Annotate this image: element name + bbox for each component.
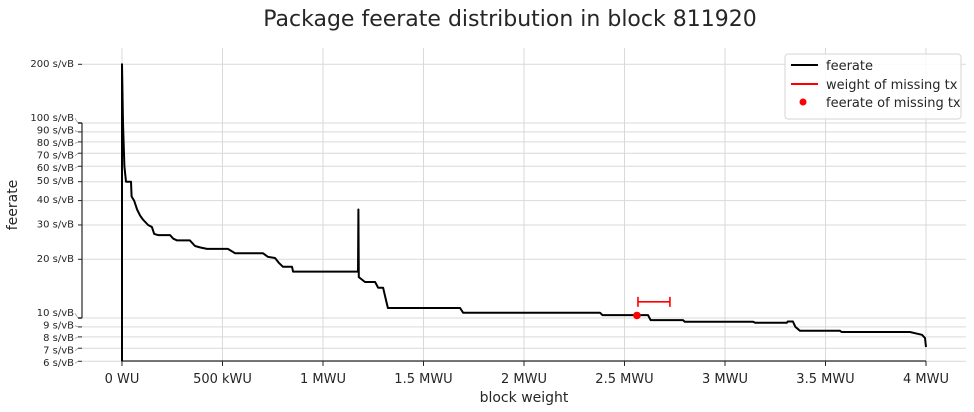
y-tick-label: 9 s/vB [43, 320, 74, 331]
legend-dot-swatch [799, 98, 807, 106]
y-tick-label: 50 s/vB [37, 176, 74, 187]
y-tick-label: 100 s/vB [30, 113, 74, 124]
y-tick-leader [74, 360, 79, 364]
y-tick-label: 80 s/vB [37, 138, 74, 149]
y-tick-leader [74, 165, 79, 169]
y-tick-label: 70 s/vB [37, 150, 74, 161]
y-tick-leader [74, 141, 79, 144]
y-tick-label: 10 s/vB [37, 308, 74, 319]
legend-dot-label: feerate of missing tx [826, 96, 961, 111]
y-tick-leader [74, 347, 79, 352]
x-tick-label: 3 MWU [702, 372, 748, 387]
x-tick-label: 1 MWU [300, 372, 346, 387]
x-tick-label: 1.5 MWU [394, 372, 452, 387]
x-tick-label: 4 MWU [903, 372, 949, 387]
y-tick-label: 40 s/vB [37, 195, 74, 206]
y-tick-label: 6 s/vB [43, 358, 74, 369]
y-tick-leader [74, 118, 79, 124]
y-tick-label: 8 s/vB [43, 333, 74, 344]
y-tick-label: 200 s/vB [30, 59, 74, 70]
x-tick-label: 0 WU [105, 372, 140, 387]
x-tick-label: 3.5 MWU [796, 372, 854, 387]
y-tick-label: 30 s/vB [37, 219, 74, 230]
legend-feerate-label: feerate [826, 59, 873, 74]
chart-title: Package feerate distribution in block 81… [263, 7, 756, 32]
y-tick-leader [74, 130, 79, 133]
x-tick-label: 2 MWU [501, 372, 547, 387]
data-marks [121, 63, 927, 362]
y-tick-leader [74, 325, 79, 328]
y-axis-label: feerate [5, 180, 21, 231]
feerate-line [121, 63, 927, 362]
legend: feerate weight of missing tx feerate of … [784, 53, 962, 120]
missing-tx-feerate-point [633, 311, 641, 320]
y-tick-label: 20 s/vB [37, 254, 74, 265]
grid [82, 48, 966, 362]
x-tick-label: 500 kWU [193, 372, 252, 387]
axes: 0 WU 500 kWU 1 MWU 1.5 MWU 2 MWU 2.5 MWU 3 MWU… [30, 59, 949, 387]
legend-weight-label: weight of missing tx [826, 78, 958, 93]
x-tick-label: 2.5 MWU [595, 372, 653, 387]
y-tick-label: 7 s/vB [43, 345, 74, 356]
y-tick-label: 90 s/vB [37, 125, 74, 136]
y-tick-leader [74, 152, 79, 157]
x-axis-label: block weight [480, 390, 569, 406]
y-tick-leader [74, 336, 79, 339]
legend-box [784, 53, 962, 120]
y-tick-leader [74, 313, 79, 319]
y-tick-label: 60 s/vB [37, 163, 74, 174]
